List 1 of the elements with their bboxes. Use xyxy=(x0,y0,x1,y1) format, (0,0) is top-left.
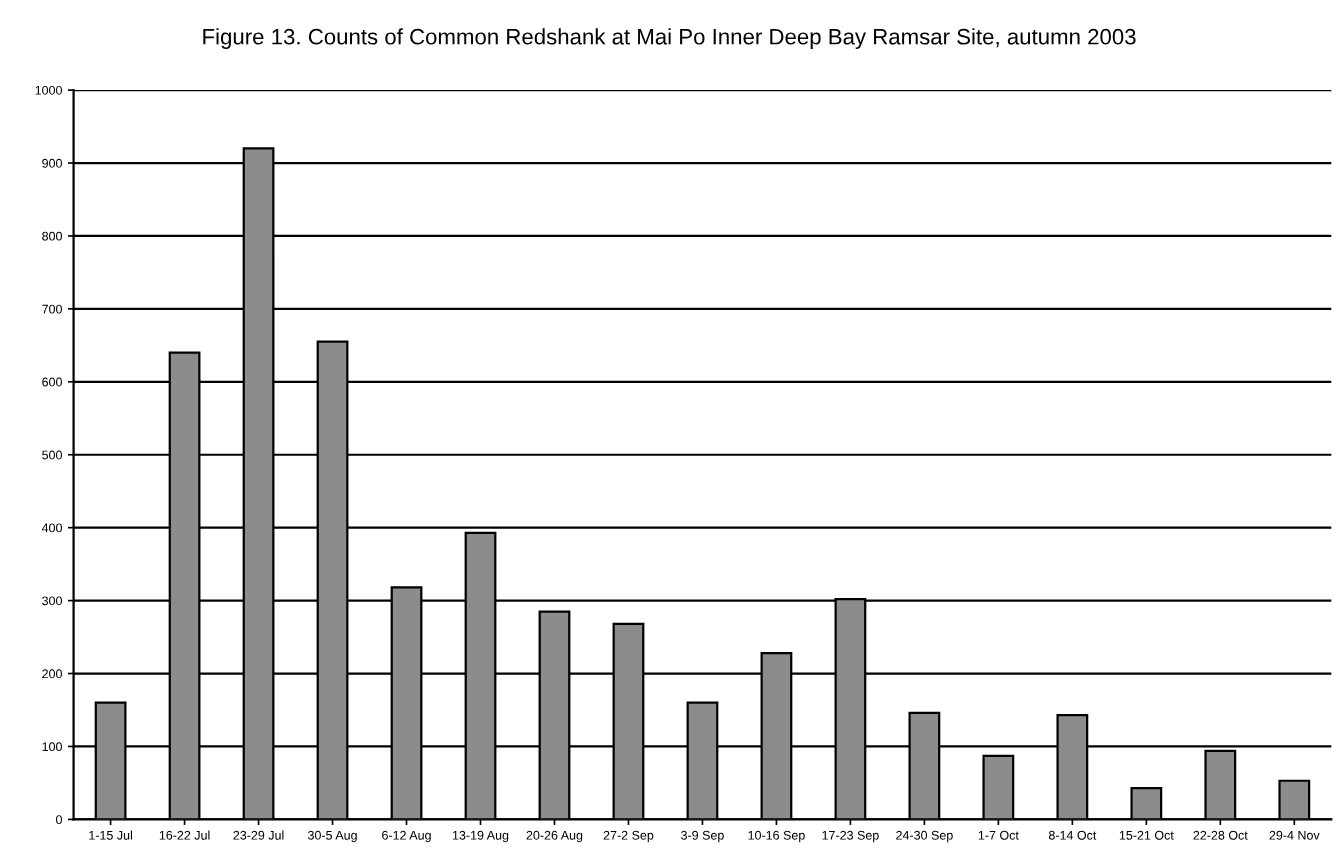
chart-title: Figure 13. Counts of Common Redshank at Mai Po Inner Deep Bay Ramsar Site, autumn 2003 xyxy=(203,28,1136,49)
